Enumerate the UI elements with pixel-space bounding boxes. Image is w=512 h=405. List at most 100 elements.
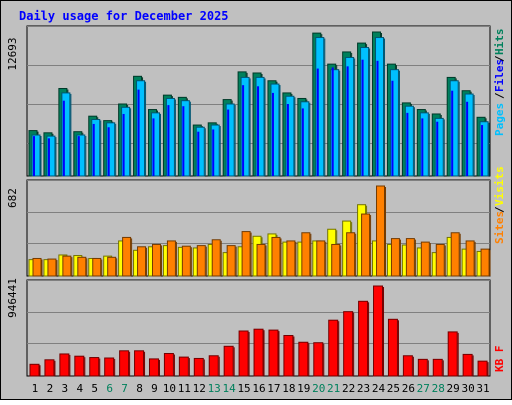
bar-kbytes xyxy=(44,359,55,377)
bar-sites xyxy=(361,213,371,277)
bar-kbytes xyxy=(387,318,398,377)
bar-pages xyxy=(255,76,265,177)
bar-files xyxy=(167,105,170,176)
day-label: 14 xyxy=(223,382,237,395)
day-label: 18 xyxy=(282,382,295,395)
day-label: 19 xyxy=(297,382,310,395)
bar-kbytes xyxy=(29,363,40,377)
bar-sites xyxy=(435,243,445,277)
bar-sites xyxy=(271,236,281,277)
bar-pages xyxy=(240,76,250,177)
bar-kbytes xyxy=(477,360,488,377)
bar-pages xyxy=(225,103,235,177)
bar-pages xyxy=(150,112,160,177)
day-label: 3 xyxy=(62,382,69,395)
bar-files xyxy=(421,118,424,176)
bar-pages xyxy=(375,37,385,177)
day-label: 13 xyxy=(208,382,221,395)
bar-files xyxy=(182,106,185,176)
bar-files xyxy=(316,68,319,176)
chart-layer: 12693Pages/Files/Hits682Sites/Visits9464… xyxy=(6,25,506,395)
day-label: 1 xyxy=(32,382,39,395)
day-label: 20 xyxy=(312,382,325,395)
bar-sites xyxy=(331,243,341,277)
bar-sites xyxy=(256,243,266,277)
bar-kbytes xyxy=(417,358,428,377)
day-label: 11 xyxy=(178,382,191,395)
bar-files xyxy=(451,90,454,176)
bar-pages xyxy=(404,105,414,177)
bar-files xyxy=(122,113,125,176)
day-label: 22 xyxy=(342,382,355,395)
bar-sites xyxy=(376,185,386,277)
bar-sites xyxy=(122,236,132,277)
bar-pages xyxy=(479,121,489,177)
bar-pages xyxy=(121,106,131,177)
bar-sites xyxy=(346,232,356,277)
bar-sites xyxy=(32,257,42,277)
legend-kbytes: KB F xyxy=(493,346,506,373)
bar-files xyxy=(242,85,245,176)
day-label: 29 xyxy=(447,382,460,395)
bar-files xyxy=(391,80,394,176)
bar-sites xyxy=(47,258,57,277)
bar-sites xyxy=(107,256,117,277)
legend-visits: Visits xyxy=(493,166,506,206)
bar-sites xyxy=(301,232,311,277)
bar-files xyxy=(481,125,484,176)
bar-kbytes xyxy=(238,330,249,377)
bar-kbytes xyxy=(59,353,70,377)
legend-sep: / xyxy=(493,92,506,99)
bar-kbytes xyxy=(343,311,354,377)
bar-pages xyxy=(285,95,295,177)
bar-files xyxy=(436,121,439,176)
bar-kbytes xyxy=(119,350,130,377)
bar-kbytes xyxy=(283,335,294,377)
bar-files xyxy=(197,131,200,176)
day-label: 8 xyxy=(136,382,143,395)
legend-sep: / xyxy=(493,55,506,62)
bar-sites xyxy=(405,238,415,277)
day-label: 12 xyxy=(193,382,206,395)
bar-kbytes xyxy=(178,356,189,377)
day-label: 30 xyxy=(461,382,474,395)
bar-kbytes xyxy=(74,355,85,377)
bar-sites xyxy=(211,239,221,277)
bar-kbytes xyxy=(134,350,145,377)
bar-kbytes xyxy=(89,357,100,377)
bar-sites xyxy=(390,238,400,277)
bar-pages xyxy=(76,134,86,177)
bar-pages xyxy=(195,126,205,177)
bar-pages xyxy=(449,80,459,177)
bar-files xyxy=(92,123,95,176)
bar-sites xyxy=(62,255,72,277)
bar-kbytes xyxy=(462,353,473,377)
bar-sites xyxy=(226,245,236,277)
bar-files xyxy=(301,108,304,176)
bar-sites xyxy=(465,240,475,277)
bar-pages xyxy=(106,122,116,177)
day-label: 5 xyxy=(91,382,98,395)
bar-files xyxy=(107,127,110,176)
ymax-label-visits-sites: 682 xyxy=(6,188,19,208)
bar-kbytes xyxy=(208,355,219,377)
chart-title: Daily usage for December 2025 xyxy=(19,9,229,23)
legend-files: Files xyxy=(493,59,506,92)
bar-pages xyxy=(165,97,175,177)
bar-files xyxy=(33,136,35,176)
bar-files xyxy=(137,89,140,176)
bar-files xyxy=(257,86,260,176)
day-label: 6 xyxy=(106,382,113,395)
bar-kbytes xyxy=(268,329,279,377)
bar-sites xyxy=(181,245,191,277)
bar-pages xyxy=(136,80,146,177)
bar-pages xyxy=(330,69,340,177)
bar-pages xyxy=(389,69,399,177)
day-label: 16 xyxy=(252,382,265,395)
bar-kbytes xyxy=(298,341,309,377)
bar-pages xyxy=(360,47,370,177)
bar-files xyxy=(286,104,289,176)
day-label: 15 xyxy=(237,382,250,395)
